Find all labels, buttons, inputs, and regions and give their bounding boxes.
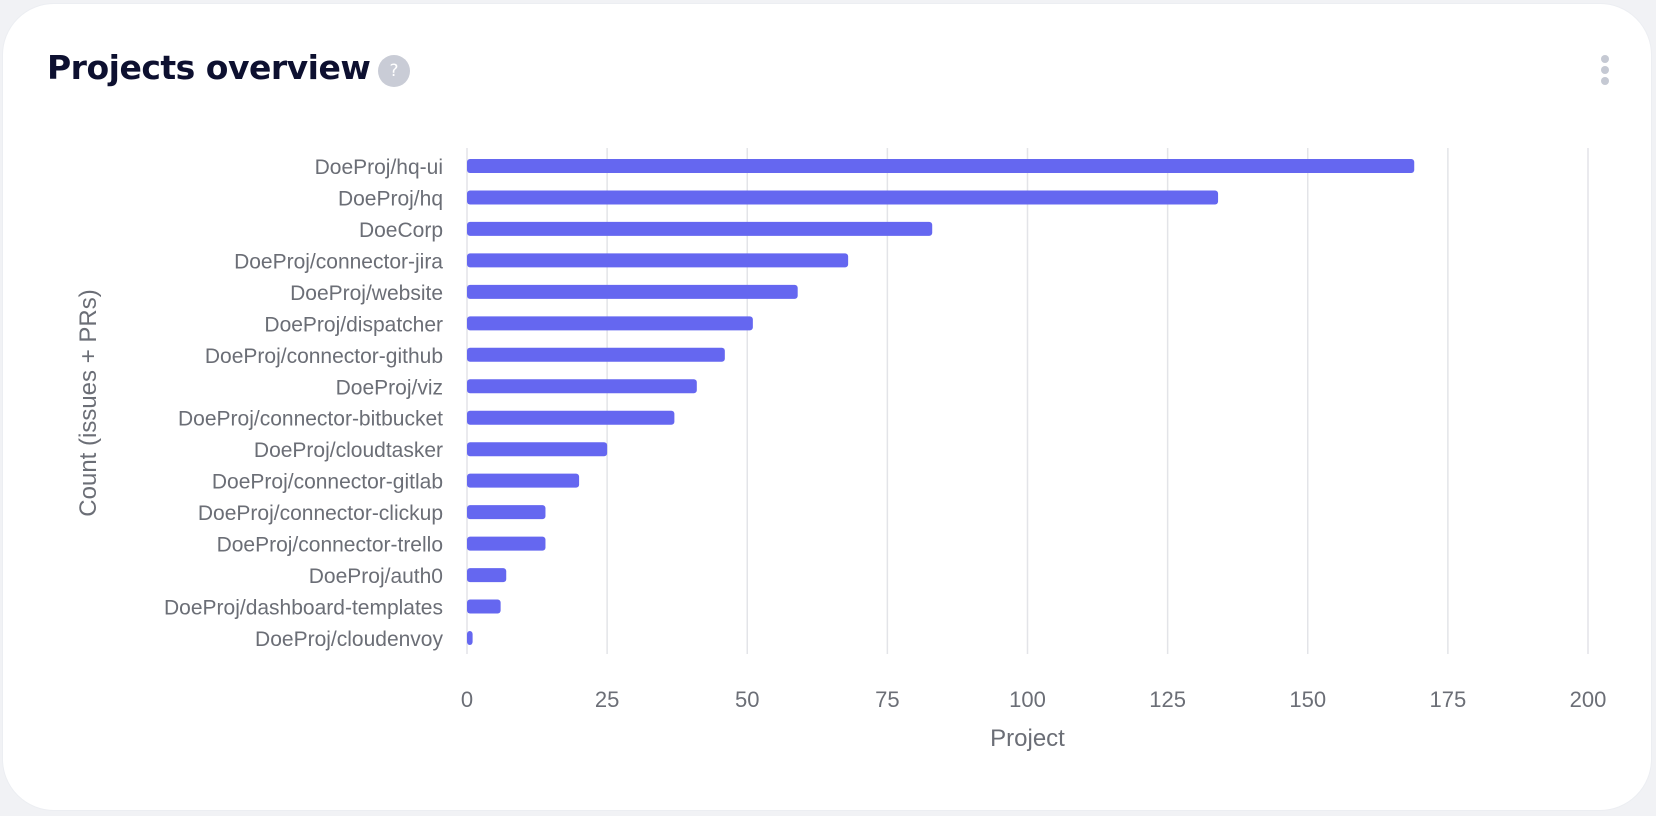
x-tick-label: 175: [1430, 687, 1467, 712]
category-label: DoeCorp: [359, 219, 443, 242]
category-label: DoeProj/connector-bitbucket: [178, 408, 443, 431]
category-label: DoeProj/hq-ui: [315, 156, 443, 179]
x-tick-label: 125: [1149, 687, 1186, 712]
x-axis-title: Project: [990, 725, 1065, 752]
kebab-menu-icon[interactable]: [1593, 55, 1617, 89]
category-label: DoeProj/connector-trello: [217, 534, 443, 557]
x-tick-label: 75: [875, 687, 899, 712]
bar: [467, 568, 507, 583]
bar: [467, 221, 933, 236]
bar: [467, 599, 501, 614]
bar: [467, 347, 725, 362]
card-title: Projects overview: [47, 48, 371, 87]
bar: [467, 473, 580, 488]
question-circle-icon[interactable]: ?: [378, 55, 410, 87]
bar: [467, 410, 675, 425]
projects-overview-card: Projects overview ?: [2, 3, 1652, 811]
category-label: DoeProj/connector-clickup: [198, 502, 443, 525]
category-label: DoeProj/connector-gitlab: [212, 471, 443, 494]
bar: [467, 316, 753, 331]
bar: [467, 284, 798, 299]
kebab-dot-icon: [1601, 55, 1609, 63]
bar: [467, 159, 1415, 173]
bar: [467, 505, 546, 520]
category-label: DoeProj/connector-jira: [234, 250, 443, 273]
bar: [467, 631, 473, 645]
category-label: DoeProj/website: [290, 282, 443, 305]
x-tick-label: 150: [1289, 687, 1326, 712]
x-tick-label: 50: [735, 687, 759, 712]
category-label: DoeProj/cloudenvoy: [255, 628, 443, 651]
category-label: DoeProj/viz: [336, 376, 443, 399]
category-label: DoeProj/connector-github: [205, 345, 443, 368]
category-label: DoeProj/hq: [338, 187, 443, 210]
x-tick-label: 25: [595, 687, 619, 712]
category-label: DoeProj/cloudtasker: [254, 439, 443, 462]
bar: [467, 379, 697, 394]
category-label: DoeProj/dispatcher: [264, 313, 443, 336]
bar: [467, 190, 1219, 205]
kebab-dot-icon: [1601, 77, 1609, 85]
kebab-dot-icon: [1601, 66, 1609, 74]
bar: [467, 536, 546, 551]
x-tick-label: 100: [1009, 687, 1046, 712]
bar: [467, 253, 849, 268]
x-tick-label: 0: [461, 687, 473, 712]
x-tick-label: 200: [1570, 687, 1607, 712]
category-label: DoeProj/dashboard-templates: [164, 597, 443, 620]
bar: [467, 442, 608, 457]
y-axis-title: Count (issues + PRs): [75, 289, 102, 516]
category-label: DoeProj/auth0: [309, 565, 443, 588]
